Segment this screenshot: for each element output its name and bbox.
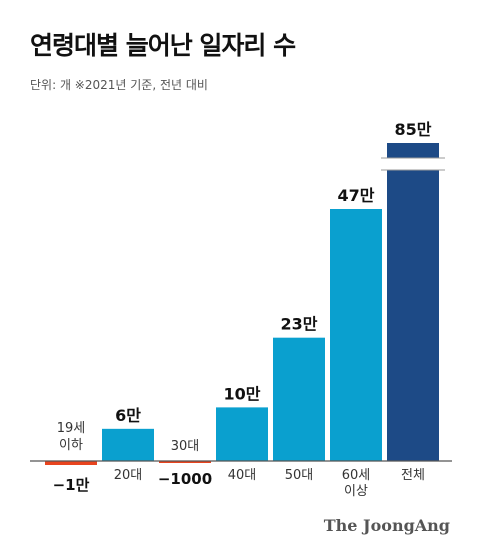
bar-7-value-label: 85만 <box>395 120 432 139</box>
bar-3 <box>159 461 211 463</box>
category-label-7-line-1: 전체 <box>401 468 425 483</box>
bar-1-value-label: −1만 <box>53 476 90 494</box>
bar-5 <box>273 337 325 461</box>
bar-4 <box>216 407 268 461</box>
category-label-1-line-2: 이하 <box>59 438 83 453</box>
bar-6-value-label: 47만 <box>338 186 375 205</box>
category-label-5-line-1: 50대 <box>285 468 314 483</box>
bar-4-value-label: 10만 <box>224 384 261 403</box>
bar-3-category-label: 30대 <box>171 439 200 454</box>
bar-6 <box>330 209 382 461</box>
bar-3-value-label: −1000 <box>158 470 212 488</box>
category-label-6-line-2: 이상 <box>344 484 368 499</box>
chart-subtitle: 단위: 개 ※2021년 기준, 전년 대비 <box>30 78 208 92</box>
axis-break-gap <box>383 158 443 170</box>
category-label-4-line-1: 40대 <box>228 468 257 483</box>
category-label-2-line-1: 20대 <box>114 468 143 483</box>
brand-logo: The JoongAng <box>323 516 450 535</box>
bar-5-value-label: 23만 <box>281 315 318 334</box>
bar-7 <box>387 143 439 461</box>
category-label-6-line-1: 60세 <box>342 468 371 483</box>
bar-1 <box>45 461 97 465</box>
bar-2 <box>102 428 154 461</box>
category-label-1-line-1: 19세 <box>57 421 86 436</box>
chart-title: 연령대별 늘어난 일자리 수 <box>30 31 296 60</box>
bar-2-value-label: 6만 <box>115 406 141 425</box>
